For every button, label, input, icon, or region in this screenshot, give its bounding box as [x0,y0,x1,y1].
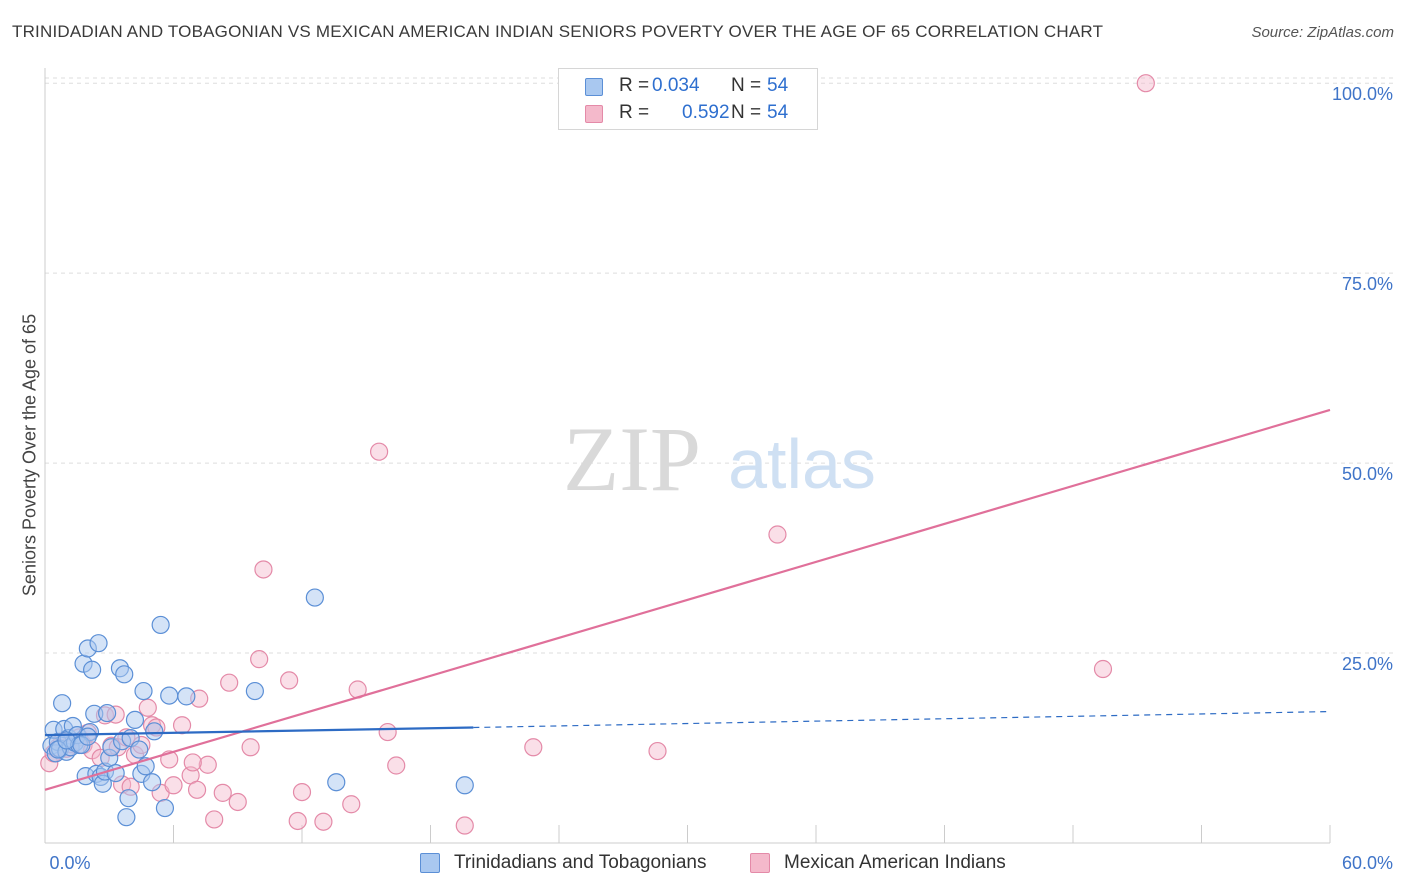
blue-trendline [44,726,474,737]
bottom-legend-label-pink: Mexican American Indians [784,852,1006,873]
legend-swatch-pink [585,105,603,123]
pink-point [455,816,474,835]
pink-point [228,792,247,812]
blue-point [327,773,346,792]
x-axis-ticks: 0.0% 60.0% [44,825,1393,873]
blue-point [305,588,324,607]
y-tick-label: 25.0% [1342,654,1393,674]
pink-point [524,738,543,757]
y-tick-label: 75.0% [1342,274,1393,294]
source-credit: Source: ZipAtlas.com [1251,24,1394,41]
pink-point [198,755,217,774]
legend-n-label: N = [731,75,762,96]
blue-point [145,722,164,741]
blue-point [125,710,145,730]
blue-point [89,634,108,653]
pink-point [220,673,239,692]
pink-point [314,812,333,831]
pink-point [172,716,192,735]
pink-point [213,783,232,802]
blue-point [53,694,72,713]
blue-series-points [42,588,474,827]
chart-title: TRINIDADIAN AND TOBAGONIAN VS MEXICAN AM… [12,22,1104,41]
bottom-legend-label-blue: Trinidadians and Tobagonians [454,852,707,873]
y-axis-label: Seniors Poverty Over the Age of 65 [19,313,40,597]
blue-point [177,687,196,706]
pink-point [254,560,273,579]
pink-point [387,756,406,775]
pink-point [1093,659,1113,679]
pink-trendline [44,408,1331,791]
pink-point [183,753,202,772]
legend-r-label: R = [619,75,650,96]
pink-point [138,698,157,717]
y-tick-label: 100.0% [1332,84,1393,104]
pink-point [250,650,269,669]
x-tick-label-min: 0.0% [49,853,90,873]
blue-point [106,763,125,783]
pink-point [187,780,207,799]
pink-point [288,811,307,831]
y-axis-ticks: 25.0% 50.0% 75.0% 100.0% [1332,84,1393,674]
legend-n-value-blue: 54 [767,75,789,96]
blue-point [142,773,162,792]
pink-point [378,722,397,742]
pink-point [292,782,312,802]
pink-point [205,810,224,829]
watermark-zip: ZIP [563,408,701,510]
pink-point [370,442,389,461]
legend-r-value-pink: 0.592 [682,102,730,123]
pink-point [648,741,667,761]
legend-r-value-blue: 0.034 [652,75,700,96]
correlation-legend: R = 0.034 N = 54 R = 0.592 N = 54 [558,68,818,130]
pink-point [280,671,299,690]
blue-point [115,665,134,684]
blue-point [134,681,153,701]
blue-point [119,789,138,808]
watermark: ZIP atlas [563,408,876,510]
blue-point [117,808,136,827]
legend-n-label: N = [731,102,762,123]
blue-point [160,686,179,705]
x-tick-label-max: 60.0% [1342,853,1393,873]
blue-point [245,681,264,701]
pink-point [1136,74,1155,93]
legend-swatch-blue [585,78,603,96]
blue-point [98,703,117,723]
legend-n-value-pink: 54 [767,102,789,123]
trendlines [44,408,1331,791]
bottom-legend-swatch-pink [750,853,770,873]
pink-point [241,738,260,757]
pink-point [164,776,183,795]
watermark-atlas: atlas [728,425,876,503]
blue-point [130,740,149,759]
blue-point [83,660,102,679]
pink-point [768,525,787,544]
pink-point [342,795,361,814]
y-tick-label: 50.0% [1342,464,1393,484]
blue-point [455,776,474,795]
blue-point [151,615,170,635]
blue-trendline-projection [473,710,1331,729]
blue-point [78,727,97,746]
legend-r-label: R = [619,102,650,123]
blue-point [155,798,175,818]
bottom-legend-swatch-blue [420,853,440,873]
gridlines [45,77,1395,654]
